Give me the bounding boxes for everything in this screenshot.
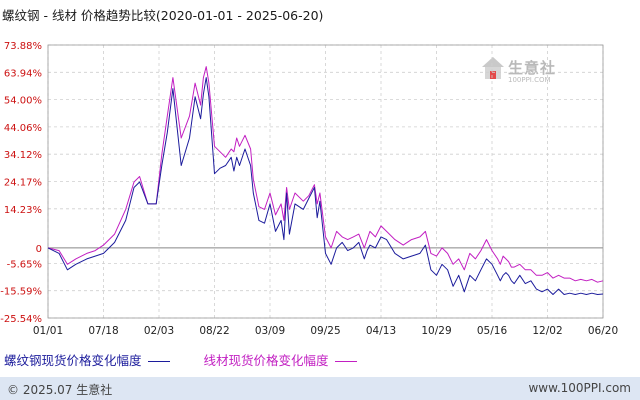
grid [47, 44, 604, 319]
series-line-wire-rod [47, 66, 604, 283]
series-line-rebar [47, 77, 604, 295]
watermark-url: 100PPI.COM [508, 76, 551, 84]
x-axis-labels: 01/01 07/18 02/03 08/22 03/09 09/25 04/13 10/29… [33, 325, 618, 337]
y-tick-label: 63.94% [4, 68, 42, 79]
y-axis-labels: 73.88% 63.94% 54.00% 44.06% 34.12% 24.17% 14.2… [0, 41, 42, 325]
house-logo-icon [482, 57, 504, 79]
footer-site-link[interactable]: www.100PPI.com [528, 381, 631, 395]
series-lines [47, 66, 604, 295]
y-tick-label: 54.00% [4, 96, 42, 107]
watermark-brand: 生意社 [508, 59, 557, 77]
legend-label-series-b: 线材现货价格变化幅度 [203, 353, 329, 368]
footer-bar: © 2025.07 生意社 www.100PPI.com [0, 377, 640, 400]
y-tick-label: 24.17% [4, 178, 42, 189]
y-tick-label: 14.23% [4, 205, 42, 216]
legend-swatch-series-b [334, 361, 357, 362]
x-tick-label: 04/13 [366, 325, 396, 337]
y-tick-label: -5.65% [7, 259, 42, 270]
watermark: 生意社 100PPI.COM [480, 55, 555, 89]
legend-label-series-a: 螺纹钢现货价格变化幅度 [4, 353, 142, 368]
y-tick-label: 73.88% [4, 41, 42, 52]
x-tick-label: 10/29 [421, 325, 451, 337]
y-tick-label: -25.54% [0, 314, 42, 325]
x-tick-label: 08/22 [199, 325, 229, 337]
x-tick-label: 05/16 [477, 325, 508, 337]
chart-title: 螺纹钢 - 线材 价格趋势比较(2020-01-01 - 2025-06-20) [2, 8, 324, 23]
legend: 螺纹钢现货价格变化幅度 线材现货价格变化幅度 [4, 350, 363, 369]
x-tick-label: 12/02 [532, 325, 562, 337]
x-tick-label: 02/03 [144, 325, 174, 337]
x-tick-label: 01/01 [33, 325, 63, 337]
plot-frame [47, 44, 604, 319]
x-tick-label: 03/09 [255, 325, 285, 337]
x-tick-label: 07/18 [88, 325, 118, 337]
x-tick-label: 09/25 [310, 325, 340, 337]
y-tick-label: -15.59% [0, 287, 42, 298]
legend-swatch-series-a [147, 361, 170, 362]
footer-copyright: © 2025.07 生意社 [7, 383, 113, 397]
y-tick-label: 0 [36, 244, 42, 255]
y-tick-label: 34.12% [4, 150, 42, 161]
x-tick-label: 06/20 [588, 325, 618, 337]
y-tick-label: 44.06% [4, 123, 42, 134]
